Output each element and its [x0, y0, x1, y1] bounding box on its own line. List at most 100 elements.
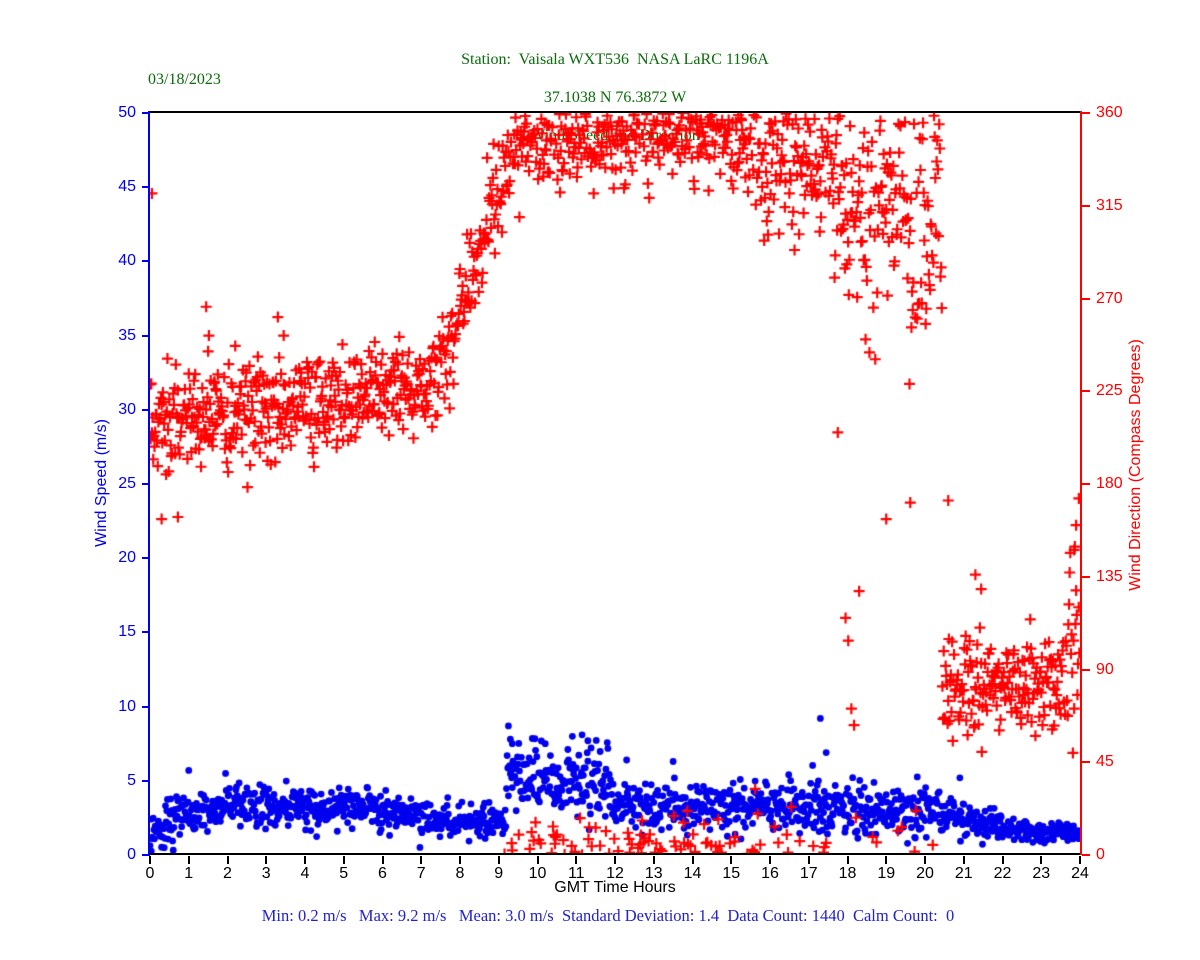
x-axis-tick-label: 11	[567, 865, 585, 882]
left-axis-tick	[142, 779, 150, 782]
x-axis-tick	[1040, 856, 1043, 864]
x-axis-tick	[846, 856, 849, 864]
x-axis-tick-label: 3	[261, 865, 271, 882]
plot-right-spine	[1080, 111, 1082, 855]
right-axis-tick-label: 270	[1096, 289, 1123, 307]
right-axis-tick	[1082, 204, 1090, 207]
left-axis-tick-label: 50	[118, 104, 136, 121]
x-axis-tick	[962, 856, 965, 864]
x-axis-tick	[187, 856, 190, 864]
left-axis-tick	[142, 334, 150, 337]
x-axis-tick	[1001, 856, 1004, 864]
x-axis-tick	[342, 856, 345, 864]
x-axis-tick-label: 19	[877, 865, 896, 882]
right-axis-tick	[1082, 854, 1090, 856]
stats-line: Min: 0.2 m/s Max: 9.2 m/s Mean: 3.0 m/s …	[261, 906, 955, 925]
right-axis-tick-label: 45	[1096, 753, 1114, 771]
right-axis-tick	[1082, 668, 1090, 671]
left-axis-tick-label: 40	[118, 252, 136, 270]
right-axis-tick-label: 315	[1096, 196, 1123, 214]
left-axis-tick-label: 35	[118, 326, 136, 344]
x-axis-tick-label: 8	[455, 865, 465, 882]
x-axis-tick	[575, 856, 578, 864]
right-axis-tick	[1082, 483, 1090, 485]
scatter-canvas	[150, 113, 1080, 855]
x-axis-tick	[769, 856, 771, 864]
left-axis-tick-label: 0	[127, 846, 136, 863]
right-axis-tick-label: 225	[1096, 382, 1123, 400]
x-axis-tick	[1079, 856, 1081, 864]
right-axis-tick-label: 90	[1096, 660, 1114, 678]
right-axis-tick	[1082, 761, 1090, 764]
x-axis-tick	[420, 856, 423, 864]
x-axis-tick	[730, 856, 733, 864]
right-axis-tick-label: 180	[1096, 475, 1123, 492]
left-axis-tick	[142, 854, 150, 856]
x-axis-tick	[807, 856, 810, 864]
x-axis-tick-label: 24	[1071, 865, 1089, 882]
right-axis-tick	[1082, 390, 1090, 393]
left-axis-tick-label: 30	[118, 400, 136, 418]
x-axis-tick-label: 22	[993, 865, 1012, 882]
plot-bottom-spine	[149, 853, 1081, 855]
left-axis-tick	[142, 631, 150, 634]
right-axis-tick	[1082, 112, 1090, 114]
x-axis-tick-label: 12	[606, 865, 624, 882]
x-axis-tick-label: 20	[916, 865, 934, 882]
title-station-line: Station: Vaisala WXT536 NASA LaRC 1196A	[461, 51, 769, 68]
left-axis-tick	[142, 705, 150, 708]
x-axis-tick	[265, 856, 268, 864]
left-axis-tick	[142, 557, 150, 560]
right-axis-tick	[1082, 297, 1090, 300]
x-axis-tick	[652, 856, 655, 864]
x-axis-label: GMT Time Hours	[554, 879, 676, 896]
left-axis-tick-label: 10	[118, 697, 136, 715]
right-axis-tick	[1082, 575, 1090, 578]
x-axis-tick-label: 5	[339, 865, 349, 882]
right-y-axis-label: Wind Direction (Compass Degrees)	[1127, 339, 1144, 591]
x-axis-tick-label: 18	[838, 865, 857, 882]
x-axis-tick-label: 7	[416, 865, 426, 882]
x-axis-tick-label: 10	[528, 865, 547, 882]
x-axis-tick-label: 0	[145, 865, 155, 882]
left-axis-tick	[142, 112, 150, 114]
x-axis-tick-label: 4	[300, 865, 310, 882]
left-axis-tick-label: 45	[118, 178, 136, 196]
left-axis-tick-label: 15	[118, 623, 136, 641]
x-axis-tick-label: 16	[761, 865, 779, 882]
x-axis-tick-label: 13	[644, 865, 663, 882]
left-axis-tick-label: 20	[118, 549, 136, 567]
plot-top-spine	[149, 111, 1081, 113]
right-axis-tick-label: 360	[1096, 104, 1123, 121]
x-axis-tick	[497, 856, 500, 864]
x-axis-tick-label: 15	[722, 865, 741, 882]
x-axis-tick-label: 9	[494, 865, 504, 882]
right-axis-tick-label: 135	[1096, 567, 1123, 585]
left-axis-tick-label: 25	[118, 475, 136, 492]
x-axis-tick	[614, 856, 616, 864]
x-axis-tick-label: 1	[184, 865, 194, 882]
x-axis-tick	[885, 856, 888, 864]
date-label: 03/18/2023	[148, 71, 221, 88]
left-y-axis-label: Wind Speed (m/s)	[93, 418, 110, 548]
x-axis-tick-label: 21	[954, 865, 973, 882]
x-axis-tick	[381, 856, 384, 864]
x-axis-tick	[536, 856, 539, 864]
x-axis-tick-label: 6	[378, 865, 387, 882]
x-axis-tick	[304, 856, 306, 864]
x-axis-tick-label: 23	[1032, 865, 1051, 882]
x-axis-tick	[226, 856, 229, 864]
x-axis-tick	[459, 856, 461, 864]
x-axis-tick	[924, 856, 926, 864]
left-axis-tick	[142, 186, 150, 189]
x-axis-tick-label: 2	[223, 865, 232, 882]
x-axis-tick-label: 17	[799, 865, 818, 882]
x-axis-tick-label: 14	[683, 865, 702, 882]
left-axis-tick	[142, 483, 150, 485]
left-axis-tick	[142, 260, 150, 263]
title-coordinates-line: 37.1038 N 76.3872 W	[543, 89, 687, 106]
left-axis-tick	[142, 408, 150, 411]
x-axis-tick	[691, 856, 694, 864]
left-axis-tick-label: 5	[127, 771, 136, 789]
